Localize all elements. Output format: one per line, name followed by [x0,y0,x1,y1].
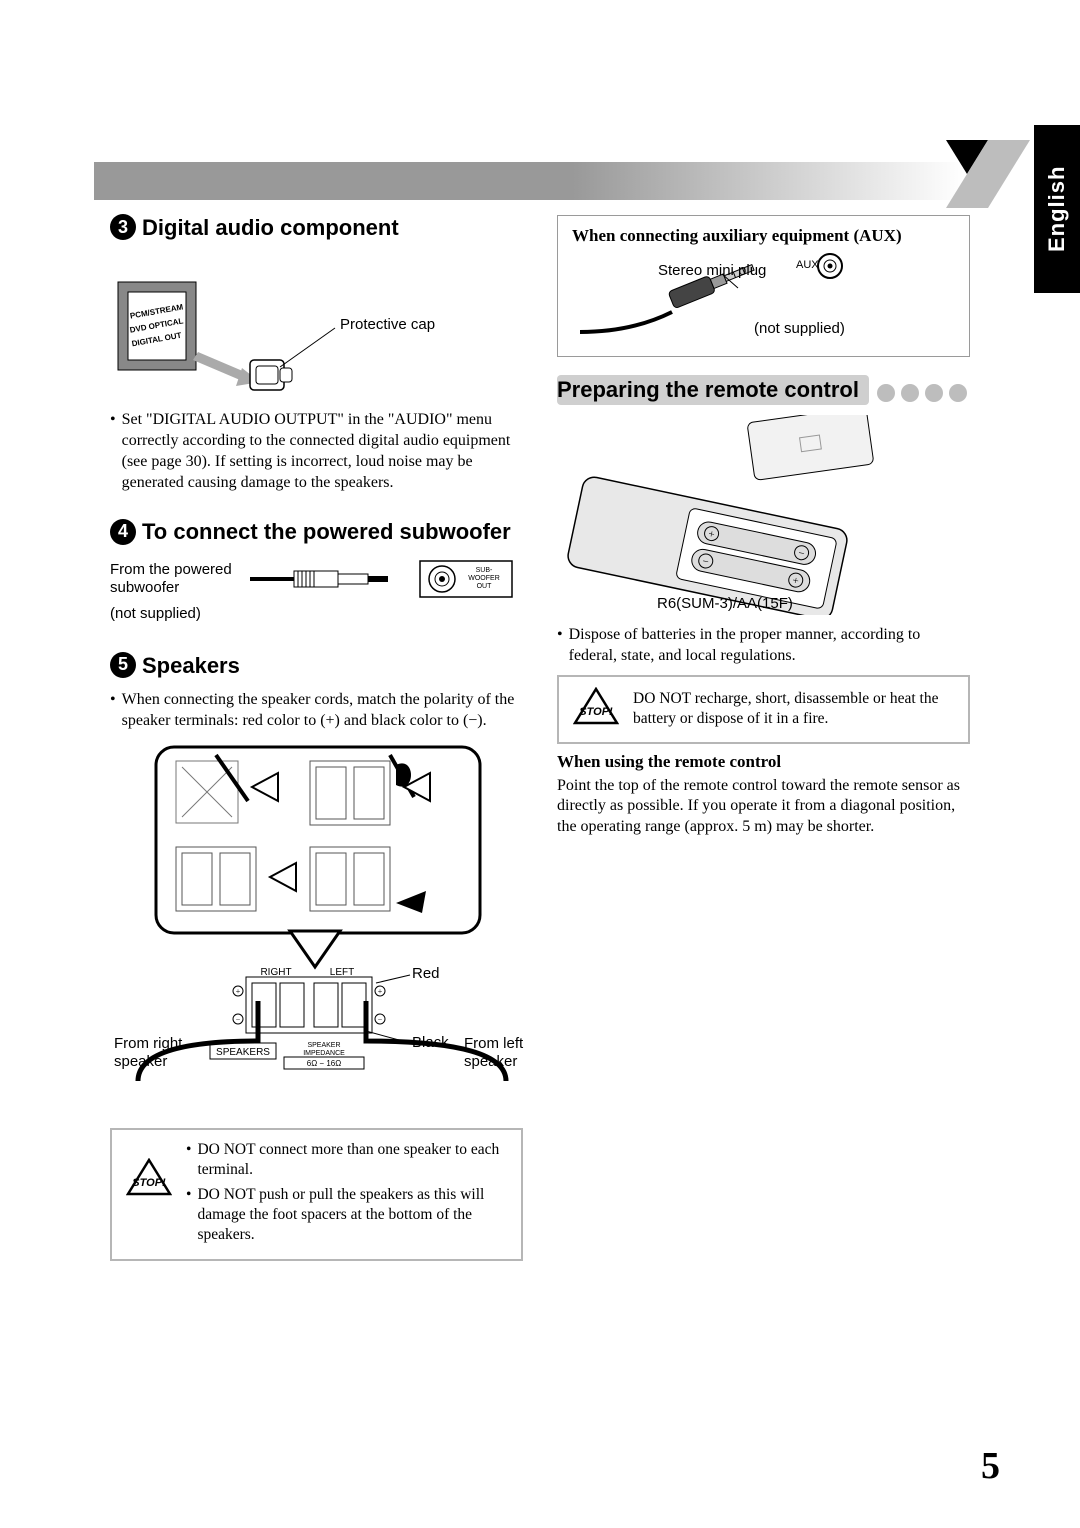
svg-text:AUX: AUX [796,259,819,271]
page-content: 3Digital audio component PCM/STREAM DVD … [110,215,970,1261]
svg-text:+: + [236,987,241,996]
not-supplied-label-2: (not supplied) [754,320,845,337]
svg-text:STOP!: STOP! [132,1177,166,1189]
svg-text:6Ω − 16Ω: 6Ω − 16Ω [307,1059,341,1068]
speaker-warning-list: DO NOT connect more than one speaker to … [186,1140,507,1249]
left-column: 3Digital audio component PCM/STREAM DVD … [110,215,523,1261]
remote-battery-icon: + − − + [557,415,970,615]
section-4-title: 4To connect the powered subwoofer [110,519,523,546]
svg-text:WOOFER: WOOFER [468,575,500,582]
section-3-title-text: Digital audio component [142,215,399,240]
title-dots [877,384,967,402]
aux-box-title: When connecting auxiliary equipment (AUX… [572,226,955,246]
protective-cap-label: Protective cap [340,316,435,333]
section-5-title: 5Speakers [110,653,523,680]
figure-speaker-terminals: RIGHT LEFT + + − − SPEAKERS SPEAKER IMPE… [110,741,523,1116]
svg-text:RIGHT: RIGHT [260,967,291,978]
corner-chevron-icon [946,140,1030,208]
svg-text:+: + [378,987,383,996]
aux-box: When connecting auxiliary equipment (AUX… [557,215,970,357]
red-label: Red [412,965,440,982]
svg-text:SPEAKER: SPEAKER [307,1042,340,1049]
battery-dispose-note: Dispose of batteries in the proper manne… [557,625,970,667]
svg-text:SUB-: SUB- [476,567,493,574]
step-badge-5: 5 [110,652,136,678]
using-remote-body: Point the top of the remote control towa… [557,776,970,838]
right-column: When connecting auxiliary equipment (AUX… [557,215,970,1261]
svg-text:−: − [236,1015,241,1024]
stop-icon: STOP! [573,687,619,727]
stop-icon: STOP! [126,1158,172,1198]
header-bar [94,162,964,200]
black-label: Black [412,1034,449,1051]
from-left-label: From left speaker [464,1035,534,1071]
section-4-title-text: To connect the powered subwoofer [142,519,511,544]
step-badge-3: 3 [110,214,136,240]
battery-type-label: R6(SUM-3)/AA(15F) [657,595,793,612]
from-right-label: From right speaker [114,1035,194,1071]
language-tab: English [1034,125,1080,293]
svg-text:LEFT: LEFT [330,967,354,978]
speaker-warn-1: DO NOT connect more than one speaker to … [197,1140,507,1180]
mini-plug-label: Stereo mini plug [658,262,766,279]
speaker-warn-2: DO NOT push or pull the speakers as this… [197,1185,507,1245]
page-number: 5 [981,1444,1000,1488]
section-3-note: Set "DIGITAL AUDIO OUTPUT" in the "AUDIO… [110,410,523,493]
svg-text:OUT: OUT [477,583,493,590]
rca-plug-icon: SUB- WOOFER OUT [250,559,530,599]
remote-title: Preparing the remote control [557,375,869,405]
figure-remote-batteries: + − − + R6(SUM-3)/AA(15F) [557,415,970,615]
remote-title-row: Preparing the remote control [557,375,970,415]
section-5-title-text: Speakers [142,653,240,678]
polarity-note: When connecting the speaker cords, match… [110,690,523,732]
section-3-title: 3Digital audio component [110,215,523,242]
svg-text:SPEAKERS: SPEAKERS [216,1047,270,1058]
battery-warning-box: STOP! DO NOT recharge, short, disassembl… [557,675,970,744]
battery-warning-text: DO NOT recharge, short, disassemble or h… [633,689,954,729]
not-supplied-label-1: (not supplied) [110,605,201,622]
svg-text:−: − [378,1015,383,1024]
figure-subwoofer: From the powered subwoofer (not supplied… [110,557,523,629]
from-subwoofer-label: From the powered subwoofer [110,561,260,597]
svg-text:IMPEDANCE: IMPEDANCE [303,1050,345,1057]
using-remote-heading: When using the remote control [557,752,970,772]
figure-optical-port: PCM/STREAM DVD OPTICAL DIGITAL OUT Prote… [110,252,523,402]
svg-text:STOP!: STOP! [579,706,613,718]
speaker-warning-box: STOP! DO NOT connect more than one speak… [110,1128,523,1261]
step-badge-4: 4 [110,519,136,545]
